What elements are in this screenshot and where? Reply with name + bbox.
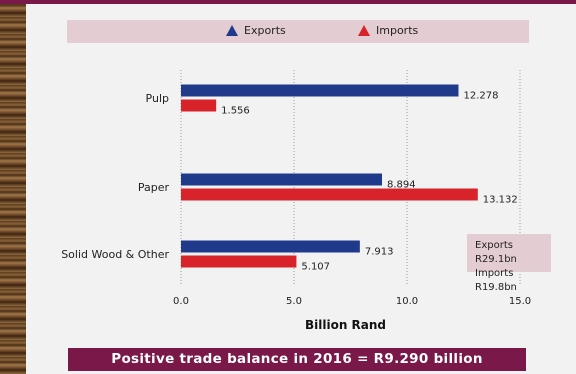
triangle-icon-imports — [358, 25, 370, 36]
chart-panel — [26, 4, 576, 374]
legend-item-imports: Imports — [358, 24, 418, 37]
legend: Exports Imports — [67, 20, 529, 43]
wood-texture-strip — [0, 0, 26, 374]
summary-exports: Exports R29.1bn — [475, 240, 517, 265]
summary-box: Exports R29.1bn Imports R19.8bn — [467, 234, 551, 293]
triangle-icon-exports — [226, 25, 238, 36]
trade-balance-banner: Positive trade balance in 2016 = R9.290 … — [68, 348, 526, 371]
top-accent-strip — [0, 0, 576, 4]
legend-label-imports: Imports — [376, 24, 419, 37]
legend-item-exports: Exports — [226, 24, 286, 37]
trade-balance-text: Positive trade balance in 2016 = R9.290 … — [111, 351, 483, 367]
summary-imports: Imports R19.8bn — [475, 268, 517, 293]
legend-label-exports: Exports — [244, 24, 286, 37]
